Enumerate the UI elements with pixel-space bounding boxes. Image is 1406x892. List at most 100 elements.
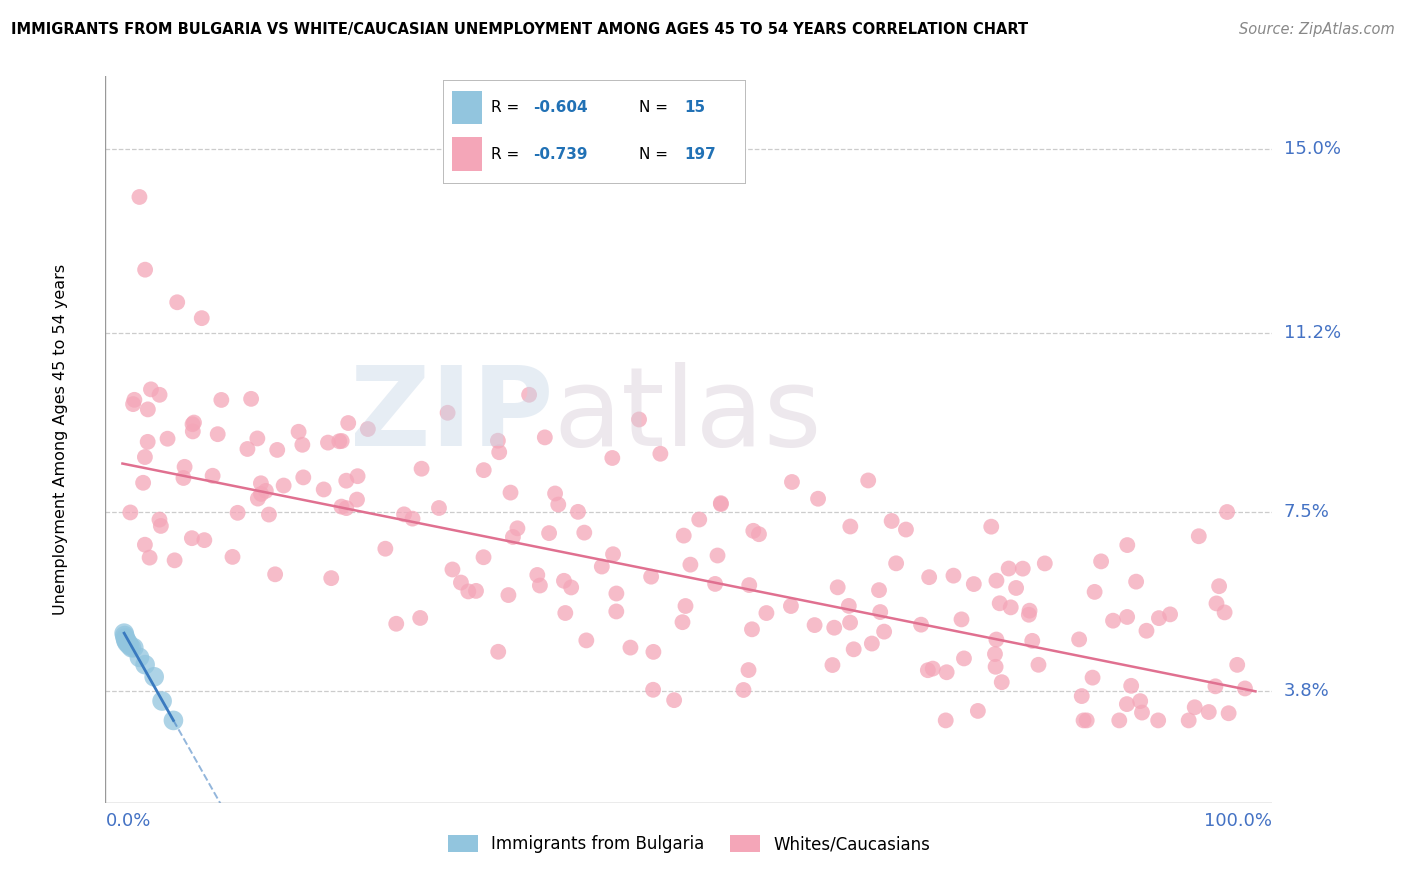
Point	[337, 416, 360, 430]
Point	[986, 632, 1008, 647]
Point	[181, 417, 204, 432]
Point	[742, 524, 765, 538]
Point	[499, 485, 522, 500]
Point	[427, 501, 450, 516]
Point	[780, 599, 803, 613]
Point	[560, 581, 582, 595]
Point	[502, 530, 524, 544]
Point	[619, 640, 641, 655]
Point	[1205, 596, 1227, 610]
Point	[162, 714, 184, 728]
Point	[737, 663, 759, 677]
Point	[553, 574, 575, 588]
Point	[803, 618, 825, 632]
Point	[1018, 607, 1040, 622]
Point	[1069, 632, 1091, 647]
Point	[554, 606, 576, 620]
Point	[385, 616, 408, 631]
Point	[114, 631, 136, 645]
Point	[148, 513, 170, 527]
Point	[643, 645, 665, 659]
Point	[1177, 714, 1199, 728]
Point	[605, 586, 627, 600]
Point	[143, 670, 166, 684]
Point	[136, 434, 159, 449]
Point	[1159, 607, 1181, 622]
Point	[436, 406, 458, 420]
Point	[138, 550, 160, 565]
Point	[250, 476, 273, 491]
Point	[880, 514, 903, 528]
Point	[172, 471, 194, 485]
Legend: Immigrants from Bulgaria, Whites/Caucasians: Immigrants from Bulgaria, Whites/Caucasi…	[441, 829, 936, 860]
Point	[1233, 681, 1256, 696]
Point	[1218, 706, 1240, 721]
Bar	[451, 91, 482, 124]
Point	[291, 438, 314, 452]
Point	[842, 642, 865, 657]
Point	[600, 450, 623, 465]
Point	[869, 605, 891, 619]
Point	[246, 432, 269, 446]
Point	[488, 445, 510, 459]
Point	[457, 584, 479, 599]
Point	[121, 640, 143, 655]
Point	[183, 416, 205, 430]
Point	[392, 508, 415, 522]
Point	[1208, 579, 1230, 593]
Point	[486, 434, 509, 448]
Point	[605, 604, 627, 618]
Point	[250, 487, 273, 501]
Point	[706, 549, 728, 563]
Point	[1147, 611, 1170, 625]
Point	[860, 636, 883, 650]
Point	[738, 578, 761, 592]
Point	[910, 617, 932, 632]
Text: ZIP: ZIP	[350, 361, 553, 468]
Point	[650, 447, 672, 461]
Text: IMMIGRANTS FROM BULGARIA VS WHITE/CAUCASIAN UNEMPLOYMENT AMONG AGES 45 TO 54 YEA: IMMIGRANTS FROM BULGARIA VS WHITE/CAUCAS…	[11, 22, 1028, 37]
Point	[1115, 697, 1137, 711]
Point	[173, 459, 195, 474]
Point	[236, 442, 259, 456]
Point	[112, 626, 135, 640]
Point	[190, 311, 212, 326]
Point	[984, 660, 1007, 674]
Point	[1188, 529, 1211, 543]
Point	[122, 397, 145, 411]
Text: 7.5%: 7.5%	[1284, 503, 1330, 521]
Point	[134, 450, 156, 464]
Point	[942, 568, 965, 582]
Point	[357, 422, 380, 436]
Point	[150, 694, 173, 708]
Point	[330, 434, 353, 448]
Point	[953, 651, 976, 665]
Point	[221, 549, 243, 564]
Text: 15: 15	[685, 101, 706, 115]
Point	[1011, 561, 1033, 575]
Point	[118, 638, 141, 652]
Text: -0.739: -0.739	[534, 146, 588, 161]
Point	[988, 596, 1011, 610]
Point	[134, 657, 156, 672]
Point	[780, 475, 803, 489]
Point	[287, 425, 309, 439]
Point	[1084, 585, 1107, 599]
Point	[838, 599, 860, 613]
Point	[316, 435, 339, 450]
Point	[950, 612, 973, 626]
Point	[193, 533, 215, 548]
Point	[755, 606, 778, 620]
Point	[733, 683, 755, 698]
Point	[128, 190, 150, 204]
Point	[166, 295, 188, 310]
Point	[868, 583, 890, 598]
Point	[450, 575, 472, 590]
Point	[823, 621, 845, 635]
Point	[807, 491, 830, 506]
Text: 3.8%: 3.8%	[1284, 682, 1330, 700]
Point	[374, 541, 396, 556]
Point	[640, 569, 662, 583]
Point	[411, 461, 433, 475]
Point	[1033, 557, 1056, 571]
